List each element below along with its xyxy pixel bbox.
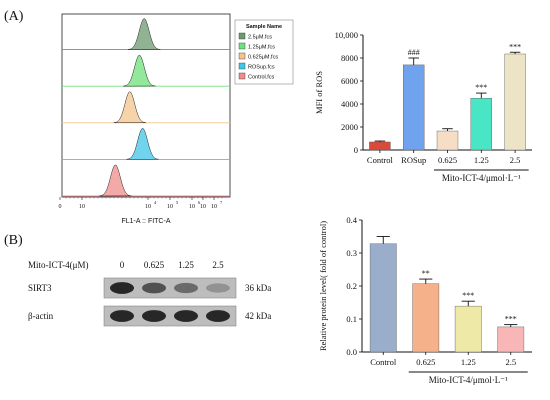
- blot-size-label: 42 kDa: [245, 311, 271, 321]
- flow-x-tick-label: 10: [200, 204, 206, 210]
- blot-band: [142, 282, 166, 294]
- x-tick-label: Control: [367, 155, 394, 165]
- y-tick-label: 0.2: [346, 281, 357, 291]
- x-axis-label: Mito-ICT-4/μmol·L⁻¹: [442, 173, 521, 183]
- flow-x-tick-exponent: 5: [176, 200, 179, 205]
- y-tick-label: 0.3: [346, 248, 357, 258]
- bar-2.5: [497, 326, 525, 353]
- flow-curve-1: [123, 54, 156, 87]
- x-tick-label: 0.625: [438, 155, 457, 165]
- flow-legend-swatch: [238, 42, 246, 50]
- blot-protein-label: SIRT3: [28, 283, 52, 293]
- panel-label-a: (A): [4, 9, 24, 24]
- x-tick-label: 1.25: [461, 357, 476, 367]
- flow-curve-3: [126, 128, 159, 160]
- flow-x-tick-label: 10: [189, 204, 195, 210]
- ros-bar-chart: 0 2000 4000 6000 8000 10,000 MFI of ROS Control…: [314, 30, 532, 183]
- blot-band: [174, 310, 198, 322]
- flow-legend: Sample Name 2.5μM.fcs 1.25μM.fcs 0.625μM.f…: [234, 19, 294, 85]
- x-tick-label: Control: [370, 357, 397, 367]
- flow-legend-label: 0.625μM.fcs: [248, 55, 278, 61]
- x-tick-label: 1.25: [474, 155, 489, 165]
- significance-label: ***: [509, 42, 521, 51]
- flow-legend-swatch: [238, 32, 246, 40]
- lane-label: 0: [120, 260, 125, 270]
- y-tick-label: 10,000: [335, 30, 358, 40]
- blot-band: [174, 282, 198, 294]
- x-tick-label: ROSup: [401, 155, 426, 165]
- bar-1.25: [454, 305, 482, 353]
- flow-x-tick-exponent: 4: [154, 200, 157, 205]
- flow-curve-4: [99, 164, 132, 197]
- x-tick-label: 2.5: [510, 155, 521, 165]
- significance-label: ***: [475, 83, 487, 92]
- blot-membrane-1: [103, 305, 237, 327]
- flow-x-tick-label: 0: [59, 204, 62, 210]
- blot-membrane-0: [103, 277, 237, 299]
- panel-label-b: (B): [4, 233, 23, 248]
- x-axis-label: Mito-ICT-4/μmol·L⁻¹: [429, 375, 508, 385]
- flow-curve-0: [127, 18, 161, 50]
- y-tick-label: 0: [354, 145, 358, 155]
- x-tick-label: 2.5: [505, 357, 516, 367]
- protein-bar-chart: 0.0 0.1 0.2 0.3 0.4 Relative protein level( f…: [318, 215, 532, 385]
- significance-label: ###: [408, 48, 420, 57]
- bar-2.5: [504, 53, 526, 151]
- bar-Control: [369, 243, 397, 353]
- blot-protein-label: β-actin: [28, 311, 54, 321]
- flow-legend-swatch: [238, 52, 246, 60]
- lane-label: 0.625: [144, 260, 165, 270]
- flow-x-tick-label: 10: [167, 204, 173, 210]
- flow-legend-box: [234, 19, 294, 85]
- flow-legend-label: ROSup.fcs: [248, 65, 275, 71]
- y-tick-label: 2000: [341, 122, 358, 132]
- flow-legend-label: 2.5μM.fcs: [248, 35, 272, 41]
- blot-band: [142, 310, 166, 322]
- flow-legend-title: Sample Name: [246, 24, 282, 30]
- y-tick-label: 0.4: [346, 215, 357, 225]
- blot-size-label: 36 kDa: [245, 283, 271, 293]
- lane-label: 1.25: [178, 260, 194, 270]
- flow-x-tick-exponent: 6: [198, 200, 201, 205]
- flow-x-tick-label: 10: [211, 204, 217, 210]
- blot-band: [110, 282, 134, 294]
- significance-label: ***: [462, 291, 474, 300]
- significance-label: **: [422, 269, 430, 278]
- lane-label: 2.5: [212, 260, 224, 270]
- flow-legend-label: Control.fcs: [248, 75, 275, 81]
- y-tick-label: 4000: [341, 99, 358, 109]
- bar-1.25: [470, 98, 492, 151]
- y-axis-label: MFI of ROS: [314, 71, 324, 114]
- flow-x-tick-exponent: 7: [220, 200, 223, 205]
- bar-ROSup: [403, 64, 425, 151]
- y-tick-label: 8000: [341, 53, 358, 63]
- bar-Control: [369, 141, 391, 151]
- x-tick-label: 0.625: [416, 357, 435, 367]
- bar-0.625: [436, 130, 459, 151]
- y-tick-label: 6000: [341, 76, 358, 86]
- y-tick-label: 0.0: [346, 347, 357, 357]
- flow-x-tick-label: 10: [79, 204, 85, 210]
- y-tick-label: 0.1: [346, 314, 357, 324]
- blot-band: [110, 310, 134, 322]
- y-axis-label: Relative protein level( fold of control): [318, 221, 328, 351]
- flow-legend-label: 1.25μM.fcs: [248, 45, 275, 51]
- flow-x-label: FL1-A :: FITC-A: [121, 218, 170, 225]
- flow-legend-swatch: [238, 72, 246, 80]
- blot-treatment-label: Mito-ICT-4(μM): [28, 260, 89, 270]
- western-blot: Mito-ICT-4(μM) 0 0.625 1.25 2.5 SIRT3 36 kDa…: [28, 260, 271, 327]
- blot-band: [206, 283, 230, 293]
- flow-x-tick-label: 10: [145, 204, 151, 210]
- flow-legend-swatch: [238, 62, 246, 70]
- blot-band: [206, 310, 230, 322]
- significance-label: ***: [505, 315, 517, 324]
- bar-0.625: [412, 283, 440, 353]
- flow-curve-2: [113, 91, 146, 124]
